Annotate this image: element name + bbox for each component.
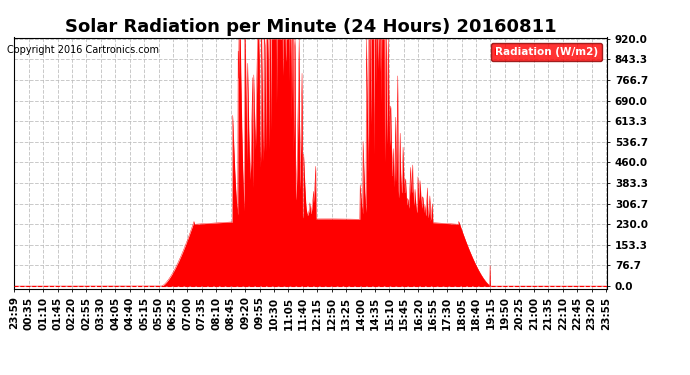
Legend: Radiation (W/m2): Radiation (W/m2) xyxy=(491,43,602,61)
Title: Solar Radiation per Minute (24 Hours) 20160811: Solar Radiation per Minute (24 Hours) 20… xyxy=(65,18,556,36)
Text: Copyright 2016 Cartronics.com: Copyright 2016 Cartronics.com xyxy=(7,45,159,55)
